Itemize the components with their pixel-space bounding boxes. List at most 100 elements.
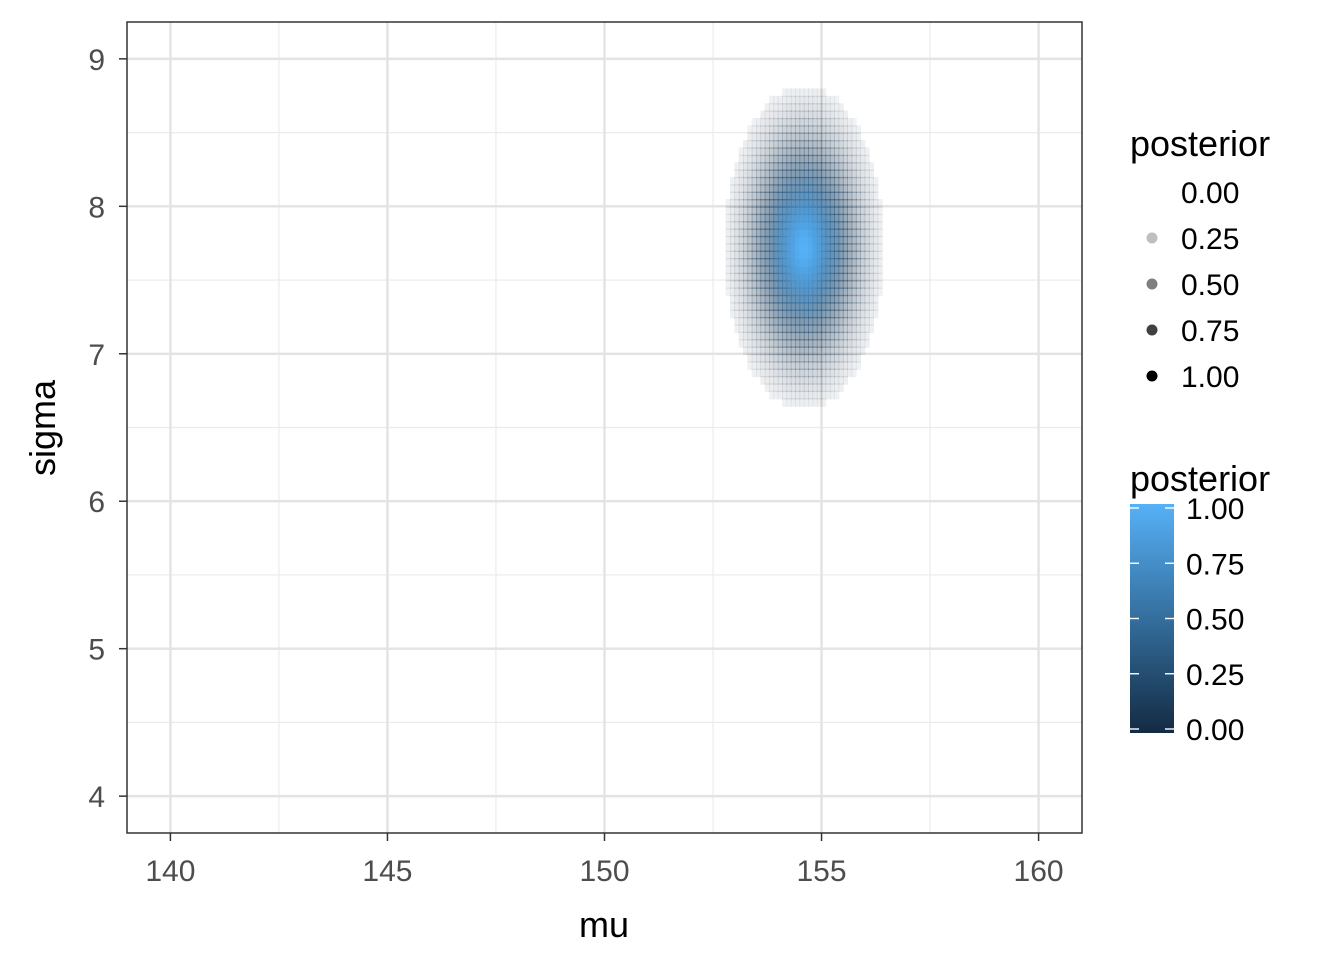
density-tile [838, 272, 844, 282]
density-tile [803, 258, 809, 267]
density-tile [838, 184, 844, 193]
density-tile [860, 258, 866, 267]
density-tile [803, 331, 809, 341]
density-tile [829, 339, 835, 348]
density-tile [812, 250, 818, 260]
density-tile [803, 117, 809, 127]
density-tile [786, 294, 792, 304]
density-tile [816, 316, 822, 326]
density-tile [868, 272, 875, 282]
density-tile [790, 390, 796, 400]
density-tile [860, 339, 866, 348]
density-tile [799, 125, 805, 134]
density-tile [834, 110, 840, 120]
density-tile [825, 162, 831, 171]
density-tile [803, 346, 809, 356]
density-tile [747, 191, 753, 201]
density-tile [786, 258, 792, 267]
density-tile [838, 228, 844, 238]
density-tile [795, 280, 801, 289]
density-tile [799, 294, 805, 304]
density-tile [821, 191, 827, 201]
density-tile [738, 162, 744, 171]
density-tile [799, 95, 805, 105]
density-tile [756, 206, 762, 216]
density-tile [812, 375, 818, 385]
density-tile [751, 147, 757, 157]
density-tile [730, 302, 736, 311]
density-tile [738, 147, 744, 157]
density-tile [790, 147, 796, 157]
density-tile [782, 103, 788, 112]
density-tile [782, 206, 788, 216]
density-tile [860, 250, 866, 260]
density-tile [860, 228, 866, 238]
density-tile [760, 228, 766, 238]
density-tile [769, 272, 775, 282]
density-tile [756, 258, 762, 267]
density-tile [743, 199, 749, 208]
density-tile [760, 331, 766, 341]
density-tile [777, 206, 783, 216]
density-tile [838, 353, 844, 363]
density-tile [751, 324, 757, 334]
density-tile [803, 221, 809, 230]
density-tile [760, 147, 766, 157]
density-tile [829, 258, 835, 267]
density-tile [734, 169, 740, 179]
density-tile [795, 162, 801, 171]
density-tile [834, 154, 840, 164]
density-tile [842, 184, 848, 193]
density-tile [868, 235, 875, 245]
density-tile [842, 235, 848, 245]
density-tile [816, 154, 822, 164]
density-tile [855, 162, 861, 171]
density-tile [790, 95, 796, 105]
density-tile [769, 331, 775, 341]
density-tile [855, 176, 861, 186]
density-tile [795, 243, 801, 252]
density-tile [873, 213, 879, 223]
density-tile [825, 243, 831, 252]
density-tile [803, 383, 809, 393]
density-tile [855, 280, 861, 289]
density-tile [760, 316, 766, 326]
density-tile [799, 88, 805, 98]
density-tile [786, 398, 792, 407]
density-tile [834, 228, 840, 238]
density-tile [829, 228, 835, 238]
density-tile [821, 353, 827, 363]
density-tile [799, 258, 805, 267]
density-tile [751, 302, 757, 311]
density-tile [764, 309, 770, 319]
density-tile [769, 309, 775, 319]
density-tile [868, 294, 875, 304]
density-tile [877, 206, 883, 216]
density-tile [851, 361, 857, 370]
density-tile [773, 316, 779, 326]
density-tile [734, 213, 740, 223]
density-tile [808, 103, 814, 112]
density-tile [825, 361, 831, 370]
density-tile [790, 294, 796, 304]
density-tile [760, 324, 766, 334]
density-tile [851, 280, 857, 289]
density-tile [803, 199, 809, 208]
density-tile [790, 361, 796, 370]
density-tile [790, 132, 796, 142]
density-tile [773, 243, 779, 252]
density-tile [756, 324, 762, 334]
density-tile [799, 302, 805, 311]
density-tile [838, 243, 844, 252]
density-tile [855, 221, 861, 230]
density-tile [808, 191, 814, 201]
density-tile [847, 140, 853, 149]
density-tile [803, 125, 809, 134]
density-tile [777, 265, 783, 275]
density-tile [842, 221, 848, 230]
density-tile [764, 383, 770, 393]
density-tile [760, 199, 766, 208]
density-tile [808, 280, 814, 289]
x-tick-label: 145 [362, 855, 412, 888]
density-tile [756, 169, 762, 179]
